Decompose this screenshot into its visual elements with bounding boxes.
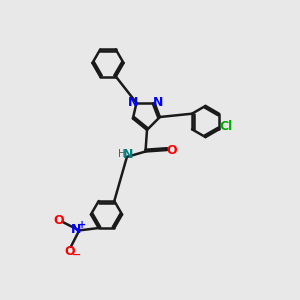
Text: N: N: [128, 96, 138, 109]
Text: N: N: [70, 223, 81, 236]
Text: −: −: [71, 250, 81, 260]
Text: N: N: [153, 96, 164, 109]
Text: O: O: [64, 245, 75, 258]
Text: O: O: [166, 143, 177, 157]
Text: +: +: [77, 220, 86, 230]
Text: O: O: [54, 214, 64, 227]
Text: H: H: [118, 149, 125, 160]
Text: Cl: Cl: [219, 120, 232, 134]
Text: N: N: [123, 148, 134, 161]
